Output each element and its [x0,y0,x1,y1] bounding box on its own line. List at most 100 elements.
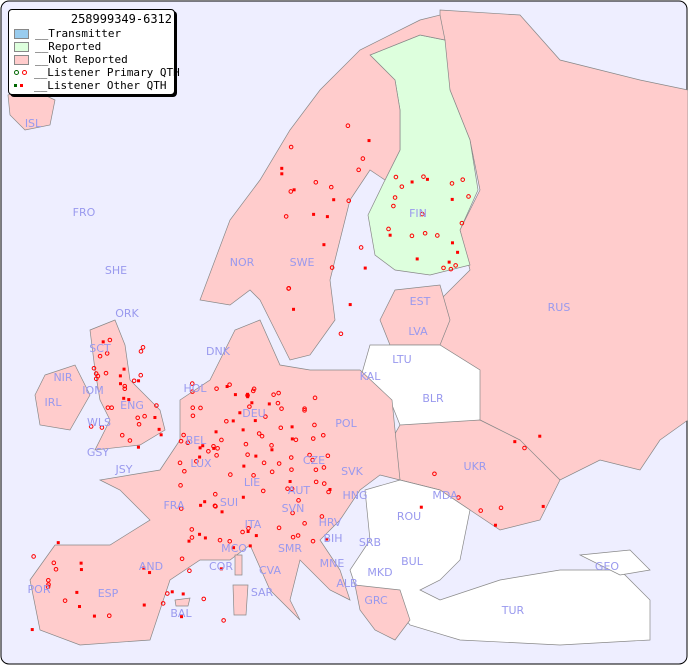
listener-primary-marker [182,468,187,474]
listener-primary-marker [313,467,319,473]
country-label-bal: BAL [170,607,192,620]
listener-primary-marker [288,144,294,150]
legend-title: 258999349-6312 [70,12,172,26]
listener-primary-marker [224,418,229,424]
listener-primary-marker [290,534,296,540]
country-label-ork: ORK [115,307,139,320]
listener-primary-marker [393,174,399,180]
listener-primary-marker [45,584,51,590]
legend-other-qth: __Listener Other QTH [9,79,174,92]
country-label-blr: BLR [422,392,444,405]
listener-primary-marker [179,556,185,562]
listener-primary-marker [107,337,113,343]
listener-primary-marker [325,453,331,459]
country-label-por: POR [28,583,51,596]
country-label-gsy: GSY [87,446,110,459]
country-label-eng: ENG [120,399,144,412]
listener-primary-marker [346,198,352,204]
listener-primary-marker [326,489,331,495]
listener-other-marker [290,437,294,441]
listener-other-marker [142,603,146,607]
listener-primary-marker [190,405,196,411]
listener-primary-marker [214,386,219,391]
listener-other-marker [232,546,236,550]
listener-primary-marker [286,285,292,291]
listener-other-marker [203,536,207,540]
listener-other-marker [231,419,235,423]
listener-other-marker [56,541,60,545]
listener-primary-marker [154,403,159,408]
legend-primary-qth: __Listener Primary QTH [9,66,180,79]
country-label-jsy: JSY [115,463,133,476]
listener-primary-marker [409,233,415,239]
listener-primary-marker [312,422,317,428]
circle-marker-icon [14,70,29,75]
listener-primary-marker [214,453,219,458]
listener-other-marker [328,487,332,491]
listener-primary-marker [276,461,282,466]
country-label-lie: LIE [244,476,260,489]
listener-other-marker [78,605,82,609]
listener-other-marker [225,385,229,389]
country-label-cva: CVA [259,564,282,577]
country-label-iom: IOM [82,384,103,397]
country-label-and: AND [139,560,163,573]
listener-other-marker [456,250,460,254]
listener-primary-marker [459,220,465,226]
listener-primary-marker [432,471,437,477]
listener-primary-marker [295,533,301,538]
listener-primary-marker [95,373,101,379]
listener-other-marker [233,393,237,397]
listener-other-marker [248,544,252,548]
listener-primary-marker [271,392,276,397]
country-label-kal: KAL [360,370,382,383]
listener-other-marker [148,571,152,575]
listener-primary-marker [240,529,245,535]
listener-other-marker [280,172,284,176]
country-label-hng: HNG [342,489,367,502]
legend-not-reported: __Not Reported [9,53,174,66]
listener-primary-marker [177,460,183,466]
listener-primary-marker [279,406,284,411]
listener-primary-marker [190,413,196,419]
country-label-nor: NOR [230,256,255,269]
country-label-cze: CZE [303,454,325,467]
country-label-mda: MDA [432,489,458,502]
listener-other-marker [170,590,174,594]
country-label-cor: COR [209,560,233,573]
listener-other-marker [250,401,254,405]
listener-primary-marker [247,404,252,409]
listener-other-marker [538,434,542,438]
country-label-bul: BUL [401,555,424,568]
listener-other-marker [181,592,185,596]
country-labels: ISL FRO SHE ORK NOR SWE FIN EST LVA LTU KAL RUS BLR D… [25,117,620,620]
listener-primary-marker [189,527,195,532]
listener-other-marker [363,266,367,270]
listener-other-marker [159,433,163,437]
listener-other-marker [220,510,224,514]
country-label-svn: SVN [282,502,305,515]
listener-other-marker [122,367,126,371]
not-reported-swatch [14,54,29,65]
listener-other-marker [136,445,140,449]
listener-primary-marker [53,566,59,572]
listener-primary-marker [296,498,301,503]
listener-other-marker [79,561,83,565]
listener-other-marker [246,530,250,534]
country-label-swe: SWE [290,256,315,269]
listener-primary-marker [259,433,265,439]
listener-primary-marker [290,510,295,516]
legend-label: __Reported [35,40,102,53]
listener-other-marker [199,503,203,507]
listener-other-marker [288,480,292,484]
listener-primary-marker [106,613,112,618]
country-label-srb: SRB [359,536,381,549]
listener-primary-marker [138,372,144,378]
listener-other-marker [79,568,83,572]
listener-other-marker [292,188,296,192]
listener-primary-marker [160,601,166,606]
listener-other-marker [254,454,258,458]
listener-primary-marker [386,226,391,232]
listener-other-marker [267,402,271,406]
